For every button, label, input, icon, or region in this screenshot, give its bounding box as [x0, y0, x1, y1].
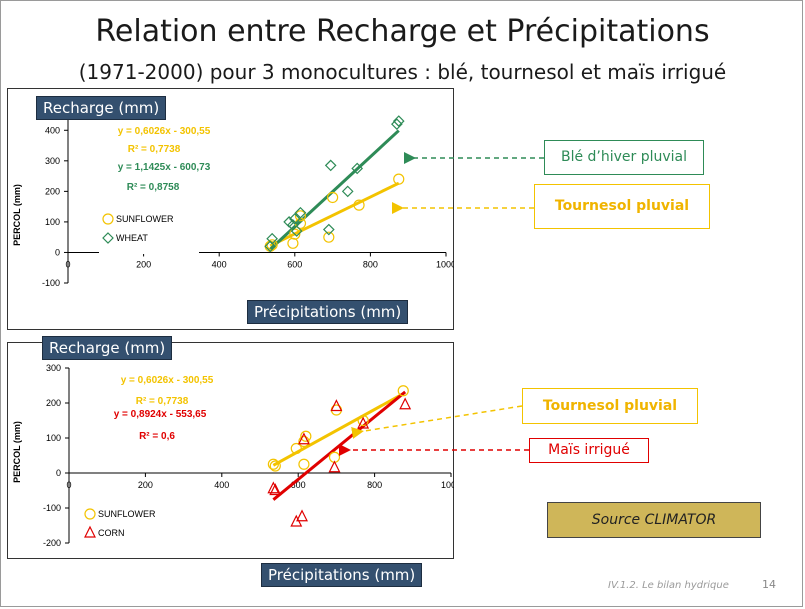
x-tick-label: 200	[138, 480, 153, 490]
data-point-wheat	[288, 213, 301, 225]
data-point-corn	[296, 509, 308, 522]
data-point-sunflower	[397, 385, 409, 397]
chart-wheat-sunflower: -100 0 100 200 300 400 0 200 400 600 800 1000 PERCOL…	[12, 115, 454, 288]
x-tick-label: 0	[65, 259, 70, 269]
legend-marker-sunflower	[102, 213, 114, 225]
data-point-sunflower	[298, 435, 310, 448]
data-point-corn	[269, 483, 282, 496]
data-point-corn	[330, 399, 343, 412]
y-axis-label: PERCOL (mm)	[12, 184, 22, 246]
slide-title: Relation entre Recharge et Précipitation…	[95, 14, 710, 49]
x-tick-label: 1000	[441, 480, 454, 490]
data-point-wheat	[290, 225, 303, 237]
chart-corn-sunflower: -200 -100 0 100 200 300 0 200 400 600 800 1000 PERCO…	[12, 363, 454, 549]
data-point-wheat	[264, 240, 277, 253]
x-tick-label: 200	[136, 259, 151, 269]
y-tick-label: 100	[45, 217, 60, 227]
data-point-wheat	[322, 223, 335, 236]
data-point-corn	[297, 432, 310, 445]
data-point-corn	[328, 460, 341, 473]
legend-label-corn: CORN	[98, 528, 125, 538]
data-point-sunflower	[353, 199, 365, 211]
x-tick-label: 1000	[436, 259, 454, 269]
callout-tournesol-top: Tournesol pluvial	[534, 184, 710, 229]
data-point-sunflower	[298, 458, 310, 470]
recharge-label-top: Recharge (mm)	[36, 96, 167, 120]
x-tick-label: 600	[287, 259, 302, 269]
y-tick-label: 300	[45, 156, 60, 166]
y-tick-label: 300	[46, 363, 61, 373]
y-tick-label: -100	[42, 278, 60, 288]
data-point-wheat	[324, 159, 337, 172]
x-tick-label: 800	[363, 259, 378, 269]
data-point-wheat	[266, 232, 278, 245]
slide-subtitle: (1971-2000) pour 3 monocultures : blé, t…	[78, 60, 727, 84]
data-point-sunflower	[327, 191, 339, 204]
y-tick-label: 200	[45, 186, 60, 196]
x-tick-label: 400	[214, 480, 229, 490]
data-point-sunflower	[267, 458, 279, 470]
data-point-corn	[399, 397, 412, 410]
trend-equation-corn: y = 0,8924x - 553,65	[114, 409, 207, 420]
y-axis-label: PERCOL (mm)	[12, 421, 22, 483]
trend-equation-sunflower: y = 0,6026x - 300,55	[118, 126, 211, 137]
trend-equation-wheat: y = 1,1425x - 600,73	[118, 162, 211, 173]
data-point-wheat	[391, 118, 403, 131]
data-point-corn	[267, 481, 280, 494]
arrow-tournesol-bottom	[351, 405, 523, 439]
data-point-wheat	[392, 115, 405, 127]
data-point-sunflower	[294, 210, 307, 222]
data-point-wheat	[294, 206, 307, 219]
data-point-sunflower	[357, 414, 369, 427]
legend-label-wheat: WHEAT	[116, 233, 148, 243]
source-box: Source CLIMATOR	[547, 502, 761, 538]
data-point-sunflower	[290, 442, 302, 455]
y-tick-label: -100	[43, 503, 61, 513]
legend-marker-wheat	[102, 232, 114, 244]
data-point-sunflower	[393, 173, 405, 185]
page-number: 14	[762, 578, 776, 591]
trend-r2-corn: R² = 0,6	[139, 431, 175, 442]
y-tick-label: 100	[46, 433, 61, 443]
data-point-sunflower	[289, 228, 301, 240]
legend-box	[99, 212, 199, 254]
recharge-label-bottom: Recharge (mm)	[42, 336, 173, 360]
x-tick-label: 0	[66, 480, 71, 490]
trend-r2-sunflower: R² = 0,7738	[136, 396, 189, 407]
y-tick-label: -200	[43, 538, 61, 548]
legend-marker-sunflower	[84, 508, 96, 520]
chart-wheat-sunflower-box	[7, 88, 454, 330]
precip-label-top: Précipitations (mm)	[247, 300, 409, 324]
data-point-sunflower	[323, 231, 335, 243]
precip-label-bottom: Précipitations (mm)	[261, 563, 423, 587]
trend-r2-sunflower: R² = 0,7738	[128, 144, 181, 155]
data-point-wheat	[341, 185, 354, 198]
data-point-sunflower	[269, 460, 281, 472]
x-tick-label: 600	[291, 480, 306, 490]
y-tick-label: 0	[55, 247, 60, 257]
data-point-sunflower	[300, 430, 312, 442]
trend-equation-sunflower: y = 0,6026x - 300,55	[121, 375, 214, 386]
x-tick-label: 800	[367, 480, 382, 490]
legend-label-sunflower: SUNFLOWER	[98, 509, 156, 519]
footer-text: IV.1.2. Le bilan hydrique	[608, 580, 729, 591]
legend-box	[81, 507, 181, 549]
y-tick-label: 0	[56, 468, 61, 478]
y-tick-label: 400	[45, 125, 60, 135]
callout-tournesol-bottom: Tournesol pluvial	[522, 388, 698, 424]
trend-r2-wheat: R² = 0,8758	[127, 182, 180, 193]
y-tick-label: 200	[46, 398, 61, 408]
legend-marker-corn	[84, 525, 96, 538]
callout-ble: Blé d’hiver pluvial	[544, 140, 704, 175]
trend-line-sunflower	[269, 181, 400, 248]
legend-label-sunflower: SUNFLOWER	[116, 214, 174, 224]
x-tick-label: 400	[212, 259, 227, 269]
data-point-wheat	[351, 162, 364, 175]
callout-mais: Maïs irrigué	[529, 438, 649, 463]
